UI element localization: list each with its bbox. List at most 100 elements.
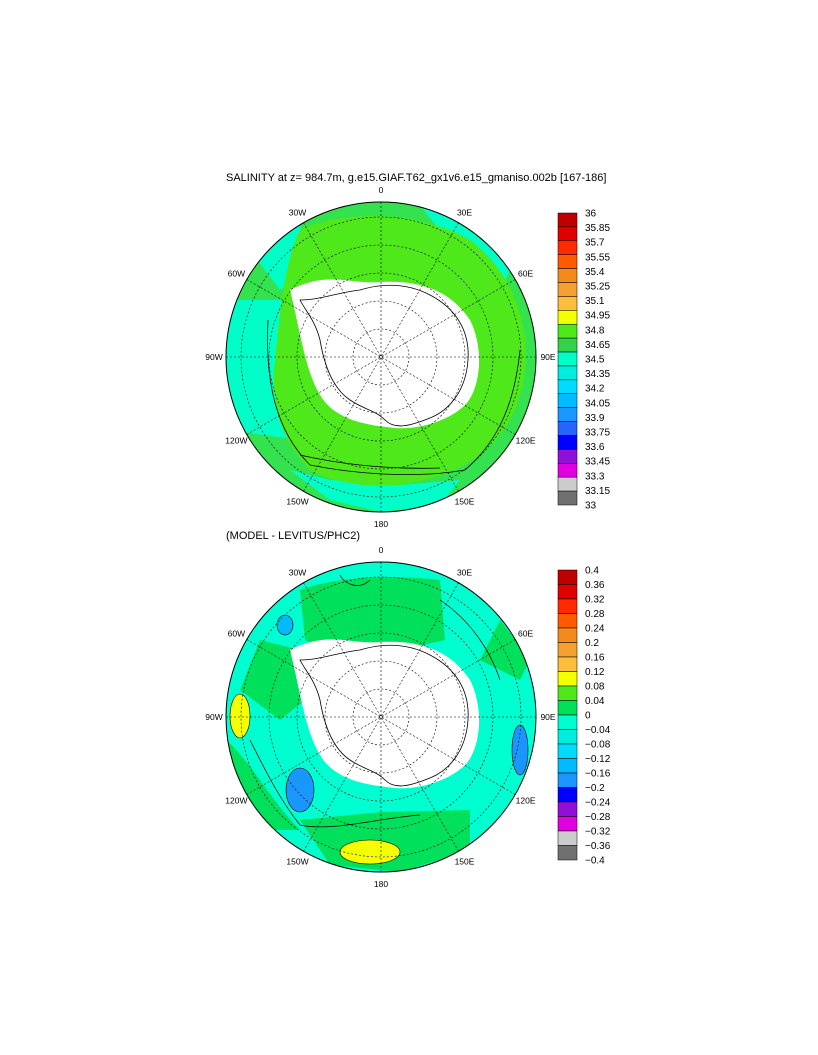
bottom-colorbar-swatch <box>557 627 578 643</box>
bottom-colorbar-label: −0.32 <box>585 827 611 838</box>
top-lon-label: 30E <box>457 207 472 217</box>
bottom-colorbar-swatch <box>557 816 578 832</box>
bottom-colorbar-swatch <box>557 642 578 658</box>
top-colorbar-label: 34.05 <box>585 398 610 409</box>
top-contours <box>267 319 521 475</box>
bottom-colorbar-swatch <box>557 787 578 803</box>
top-colorbar: 36 35.85 35.7 35.55 35.4 35.25 35.1 34.95 34.8 34… <box>557 209 610 512</box>
top-lon-label: 60W <box>228 269 245 279</box>
bottom-contours <box>249 574 501 828</box>
top-colorbar-swatch <box>557 296 578 311</box>
bottom-blue-nw <box>276 614 294 636</box>
bottom-colorbar-swatch <box>557 700 578 716</box>
bottom-colorbar-swatch <box>557 685 578 701</box>
top-colorbar-swatch <box>557 421 578 436</box>
bottom-colorbar-swatch <box>557 743 578 759</box>
bottom-lon-label: 90E <box>540 712 555 722</box>
top-lon-label: 90W <box>205 352 222 362</box>
bottom-difference-map <box>225 561 537 873</box>
top-colorbar-swatch <box>557 435 578 450</box>
bottom-colorbar-swatch <box>557 801 578 817</box>
bottom-panel-title: (MODEL - LEVITUS/PHC2) <box>226 530 361 542</box>
bottom-colorbar-label: −0.16 <box>585 769 611 780</box>
top-colorbar-swatch <box>557 379 578 395</box>
bottom-colorbar-swatch <box>557 584 578 600</box>
bottom-colorbar-swatch <box>557 772 578 788</box>
bottom-colorbar-swatch <box>557 656 578 672</box>
bottom-colorbar-label: 0.2 <box>585 638 599 649</box>
top-colorbar-swatch <box>557 449 578 464</box>
top-cyan-south <box>290 470 460 512</box>
bottom-lon-label: 30E <box>457 567 472 577</box>
top-colorbar-label: 33 <box>585 501 597 512</box>
top-lon-label: 180 <box>374 519 388 529</box>
top-colorbar-label: 34.95 <box>585 311 610 322</box>
top-map-border <box>225 201 537 513</box>
bottom-colorbar-swatch <box>557 729 578 745</box>
bottom-lon-label: 0 <box>379 545 384 555</box>
bottom-yellow-south <box>339 839 401 865</box>
top-colorbar-label: 33.3 <box>585 471 605 482</box>
bottom-colorbar-swatch <box>557 714 578 730</box>
top-colorbar-label: 35.85 <box>585 223 610 234</box>
top-lon-label: 0 <box>379 185 384 195</box>
top-colorbar-label: 35.1 <box>585 296 605 307</box>
bottom-colorbar-label: 0.4 <box>585 566 599 577</box>
bottom-colorbar-swatch <box>557 569 578 585</box>
top-panel-title: SALINITY at z= 984.7m, g.e15.GIAF.T62_gx… <box>226 172 607 184</box>
bottom-colorbar-swatch <box>557 845 578 861</box>
bottom-colorbar-label: −0.2 <box>585 783 605 794</box>
bottom-lon-label: 120W <box>225 796 247 806</box>
bottom-blue-sw <box>285 767 315 813</box>
top-colorbar-swatch <box>557 268 578 283</box>
top-lon-label: 60E <box>518 269 533 279</box>
bottom-lon-label: 120E <box>516 796 536 806</box>
bottom-colorbar-label: −0.04 <box>585 725 611 736</box>
top-colorbar-swatch <box>557 254 578 269</box>
bottom-lon-label: 150W <box>286 857 308 867</box>
top-colorbar-swatch <box>557 337 578 353</box>
bottom-green-west <box>240 640 305 720</box>
top-colorbar-label: 33.15 <box>585 486 610 497</box>
bottom-colorbar-label: 0.08 <box>585 682 605 693</box>
top-colorbar-swatch <box>557 240 578 255</box>
bottom-colorbar-label: −0.36 <box>585 841 611 852</box>
bottom-colorbar-label: 0 <box>585 711 591 722</box>
top-colorbar-swatch <box>557 490 578 506</box>
bottom-colorbar-label: 0.12 <box>585 667 605 678</box>
bottom-lon-label: 60W <box>228 629 245 639</box>
top-lon-label: 30W <box>289 207 306 217</box>
top-lon-label: 150W <box>286 497 308 507</box>
top-colorbar-label: 33.45 <box>585 457 610 468</box>
top-colorbar-label: 33.9 <box>585 413 605 424</box>
bottom-colorbar-swatch <box>557 613 578 629</box>
bottom-longitude-labels: 0 30E 60E 90E 120E 150E 180 150W 120W 90W 60W 30W <box>205 545 556 889</box>
bottom-colorbar-label: 0.36 <box>585 580 605 591</box>
top-colorbar-label: 35.7 <box>585 238 605 249</box>
top-colorbar-label: 33.75 <box>585 428 610 439</box>
top-colorbar-swatch <box>557 212 578 228</box>
top-colorbar-swatch <box>557 476 578 492</box>
bottom-colorbar-label: 0.16 <box>585 653 605 664</box>
bottom-colorbar: 0.4 0.36 0.32 0.28 0.24 0.2 0.16 0.12 0.08 0.04 0 −… <box>557 566 611 867</box>
top-colorbar-swatch <box>557 310 578 325</box>
top-colorbar-label: 33.6 <box>585 442 605 453</box>
bottom-colorbar-label: 0.32 <box>585 595 605 606</box>
top-colorbar-label: 34.2 <box>585 384 605 395</box>
top-graticule <box>226 202 536 512</box>
bottom-colorbar-label: 0.28 <box>585 609 605 620</box>
bottom-lon-label: 150E <box>455 857 475 867</box>
top-colorbar-label: 35.4 <box>585 267 605 278</box>
bottom-colorbar-swatch <box>557 598 578 614</box>
bottom-antarctica <box>299 644 469 787</box>
bottom-colorbar-label: 0.04 <box>585 696 605 707</box>
bottom-map-border <box>225 561 537 873</box>
bottom-colorbar-label: −0.28 <box>585 812 611 823</box>
bottom-lon-label: 60E <box>518 629 533 639</box>
top-colorbar-label: 35.55 <box>585 252 610 263</box>
bottom-colorbar-label: 0.24 <box>585 624 605 635</box>
top-lon-label: 120W <box>225 436 247 446</box>
bottom-lon-label: 30W <box>289 567 306 577</box>
top-colorbar-label: 36 <box>585 209 597 220</box>
top-antarctica <box>299 284 469 427</box>
